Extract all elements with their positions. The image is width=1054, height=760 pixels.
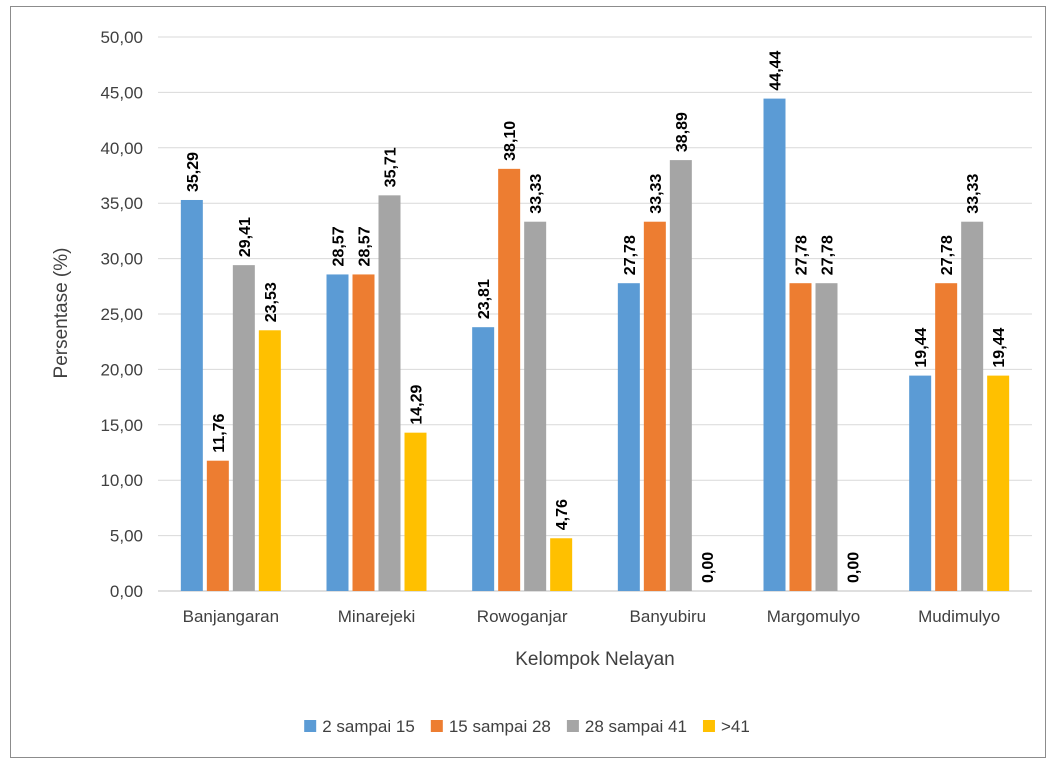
data-label: 33,33 bbox=[528, 174, 545, 214]
legend-label: 28 sampai 41 bbox=[585, 717, 687, 736]
data-label: 23,53 bbox=[263, 282, 280, 322]
bar bbox=[524, 221, 547, 591]
x-tick-label: Margomulyo bbox=[767, 607, 861, 626]
data-label: 33,33 bbox=[965, 174, 982, 214]
bar bbox=[180, 199, 203, 591]
bar bbox=[498, 168, 521, 592]
data-label: 28,57 bbox=[331, 226, 348, 266]
legend-swatch bbox=[430, 720, 443, 732]
bar bbox=[789, 283, 812, 591]
bar bbox=[763, 98, 786, 591]
data-label: 29,41 bbox=[237, 217, 254, 257]
x-tick-label: Rowoganjar bbox=[477, 607, 568, 626]
y-axis-ticks: 0,00 5,00 10,00 15,00 20,00 25,00 30,00 35,00 40… bbox=[100, 28, 143, 601]
bar bbox=[206, 460, 229, 591]
x-tick-label: Banyubiru bbox=[630, 607, 707, 626]
gridlines bbox=[158, 36, 1032, 592]
data-label: 44,44 bbox=[768, 50, 785, 90]
data-label: 4,76 bbox=[554, 499, 571, 530]
data-label: 23,81 bbox=[476, 279, 493, 319]
bar bbox=[961, 221, 984, 591]
legend-label: 2 sampai 15 bbox=[322, 717, 415, 736]
data-label: 0,00 bbox=[700, 552, 717, 583]
x-axis-ticks: Banjangaran Minarejeki Rowoganjar Banyubiru… bbox=[183, 607, 1001, 626]
legend: 2 sampai 15 15 sampai 28 28 sampai 41 >41 bbox=[304, 717, 750, 736]
legend-swatch bbox=[702, 720, 715, 732]
bar bbox=[326, 274, 349, 591]
y-tick-label: 50,00 bbox=[100, 28, 143, 47]
data-label: 27,78 bbox=[794, 235, 811, 275]
y-tick-label: 40,00 bbox=[100, 139, 143, 158]
y-tick-label: 15,00 bbox=[100, 416, 143, 435]
data-label: 28,57 bbox=[357, 226, 374, 266]
y-tick-label: 30,00 bbox=[100, 250, 143, 269]
y-tick-label: 35,00 bbox=[100, 194, 143, 213]
data-label: 27,78 bbox=[622, 235, 639, 275]
bar bbox=[987, 375, 1010, 591]
data-label: 33,33 bbox=[648, 174, 665, 214]
y-tick-label: 5,00 bbox=[110, 527, 143, 546]
y-tick-label: 10,00 bbox=[100, 471, 143, 490]
data-label: 11,76 bbox=[211, 413, 228, 452]
bar bbox=[550, 538, 573, 591]
y-tick-label: 45,00 bbox=[100, 83, 143, 102]
data-label: 27,78 bbox=[820, 235, 837, 275]
bar bbox=[909, 375, 932, 591]
bar bbox=[258, 330, 281, 591]
bar bbox=[232, 265, 255, 591]
data-label: 27,78 bbox=[939, 235, 956, 275]
data-label: 35,71 bbox=[383, 147, 400, 187]
data-label: 19,44 bbox=[991, 327, 1008, 367]
x-axis-title: Kelompok Nelayan bbox=[515, 649, 674, 670]
y-tick-label: 20,00 bbox=[100, 360, 143, 379]
bar bbox=[404, 432, 427, 591]
x-tick-label: Banjangaran bbox=[183, 607, 279, 626]
bar bbox=[378, 195, 401, 592]
data-label: 38,89 bbox=[674, 112, 691, 152]
bar bbox=[815, 283, 838, 591]
legend-label: 15 sampai 28 bbox=[449, 717, 551, 736]
legend-swatch bbox=[566, 720, 579, 732]
data-label: 35,29 bbox=[185, 152, 202, 192]
y-tick-label: 0,00 bbox=[110, 582, 143, 601]
data-label: 38,10 bbox=[502, 121, 519, 161]
bar bbox=[472, 327, 495, 591]
bar bbox=[643, 221, 666, 591]
data-label: 19,44 bbox=[913, 327, 930, 367]
x-tick-label: Mudimulyo bbox=[918, 607, 1000, 626]
y-tick-label: 25,00 bbox=[100, 305, 143, 324]
data-label: 0,00 bbox=[846, 552, 863, 583]
bar bbox=[352, 274, 375, 591]
bar bbox=[617, 283, 640, 591]
legend-swatch bbox=[304, 720, 317, 732]
data-labels: 35,29 11,76 29,41 23,53 28,57 28,57 35,71 14,29… bbox=[185, 50, 1008, 583]
y-axis-title: Persentase (%) bbox=[51, 248, 72, 379]
x-tick-label: Minarejeki bbox=[338, 607, 415, 626]
bar bbox=[669, 160, 692, 591]
bars bbox=[180, 98, 1010, 592]
legend-label: >41 bbox=[721, 717, 750, 736]
data-label: 14,29 bbox=[409, 385, 426, 425]
bar bbox=[935, 283, 958, 591]
